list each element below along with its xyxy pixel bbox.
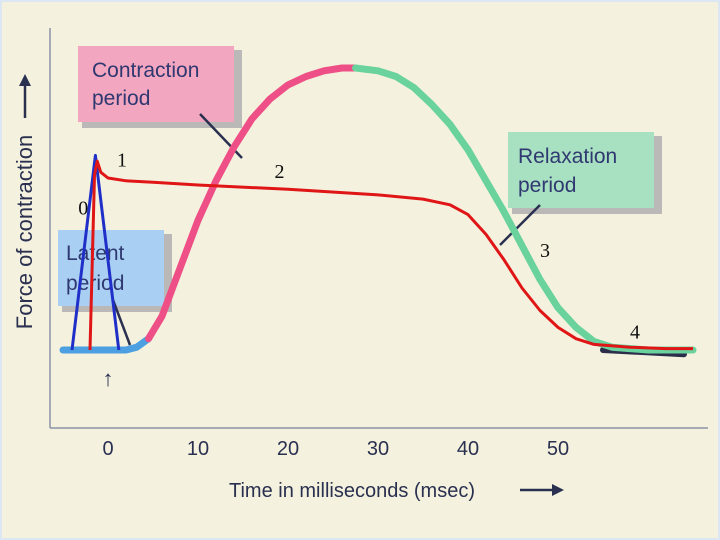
overlay-red-trace [88,159,693,351]
point-label-1: 1 [117,150,127,172]
twitch-phase-latent-period [59,335,152,354]
relaxation-period-callout: Relaxation period [499,132,662,246]
y-axis-title: Force of contraction [12,135,37,329]
point-label-2: 2 [275,161,285,183]
relaxation-period-line2: period [518,174,576,197]
x-tick-labels: 0 10 20 30 40 50 [102,438,569,460]
x-tick-label-20: 20 [277,438,299,460]
stimulus-arrow-icon: ↑ [103,366,114,391]
x-tick-label-0: 0 [102,438,113,460]
latent-pointer [111,299,132,346]
relaxation-period-line1: Relaxation [518,145,617,168]
contraction-period-line1: Contraction [92,59,199,82]
relaxation-period-box [508,132,654,208]
x-tick-label-50: 50 [547,438,569,460]
point-label-3: 3 [540,240,550,262]
contraction-period-box [78,46,234,122]
relaxation-pointer [499,204,541,246]
x-tick-label-30: 30 [367,438,389,460]
x-tick-label-10: 10 [187,438,209,460]
contraction-period-line2: period [92,87,150,110]
x-axis-arrow [520,484,564,496]
overlay-layer [70,153,693,351]
overlay-blue-triangle [70,153,121,351]
point-labels: 0 1 2 3 4 [78,150,640,344]
point-label-0: 0 [78,198,88,220]
twitch-phase-contraction-period [145,64,359,343]
latent-period-line1: Latent [66,242,125,265]
x-tick-label-40: 40 [457,438,479,460]
latent-period-line2: period [66,272,124,295]
stimulus-arrow: ↑ [103,366,114,391]
contraction-period-callout: Contraction period [78,46,243,159]
latent-period-callout: Latent period [58,230,172,346]
point-label-4: 4 [630,322,640,344]
x-axis-title: Time in milliseconds (msec) [229,480,475,502]
y-axis-arrow [19,74,31,118]
